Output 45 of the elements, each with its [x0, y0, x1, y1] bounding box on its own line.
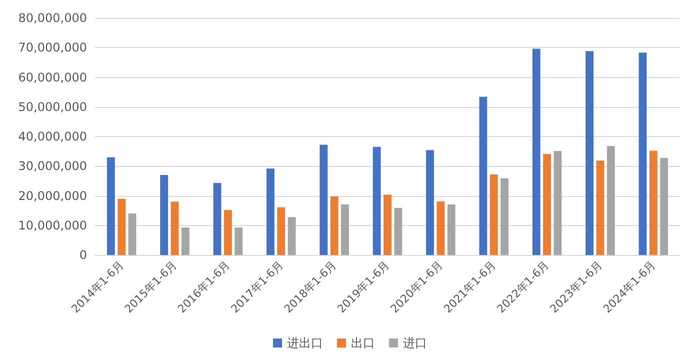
- bar: [649, 150, 658, 255]
- y-tick-label: 0: [79, 248, 87, 262]
- bar: [532, 48, 540, 255]
- legend-label: 进口: [403, 336, 427, 350]
- bar: [479, 96, 488, 255]
- y-tick-label: 80,000,000: [18, 11, 87, 25]
- y-tick-label: 20,000,000: [18, 188, 87, 203]
- y-tick-label: 40,000,000: [18, 130, 87, 144]
- bar: [213, 183, 222, 255]
- bar: [447, 204, 456, 255]
- bar: [436, 201, 445, 255]
- bar: [288, 217, 296, 255]
- bar: [606, 146, 615, 255]
- bar: [638, 52, 647, 255]
- bar: [596, 160, 604, 255]
- bar: [384, 194, 392, 255]
- bar: [586, 51, 594, 255]
- bar: [372, 146, 381, 255]
- bar: [234, 227, 243, 255]
- y-tick-label: 70,000,000: [18, 40, 87, 55]
- bar: [341, 204, 349, 255]
- bar: [660, 158, 668, 255]
- bar: [500, 178, 508, 255]
- bar: [181, 227, 190, 255]
- bar: [170, 202, 179, 255]
- bar: [330, 196, 338, 255]
- y-tick-label: 50,000,000: [18, 100, 87, 114]
- bar: [106, 157, 115, 255]
- bar: [118, 198, 126, 255]
- bar: [426, 150, 434, 255]
- bar: [320, 144, 328, 255]
- bar: [266, 168, 274, 255]
- bar: [490, 174, 498, 255]
- bar: [277, 207, 286, 255]
- bar: [554, 151, 562, 255]
- legend-label: 进出口: [287, 336, 323, 350]
- y-tick-label: 30,000,000: [18, 159, 87, 174]
- bar: [128, 214, 136, 255]
- bar: [543, 154, 551, 255]
- bar: [160, 175, 168, 255]
- bar: [394, 208, 402, 255]
- y-tick-label: 10,000,000: [18, 218, 87, 232]
- legend-label: 出口: [351, 336, 375, 350]
- y-tick-label: 60,000,000: [18, 70, 87, 84]
- bar: [224, 210, 232, 255]
